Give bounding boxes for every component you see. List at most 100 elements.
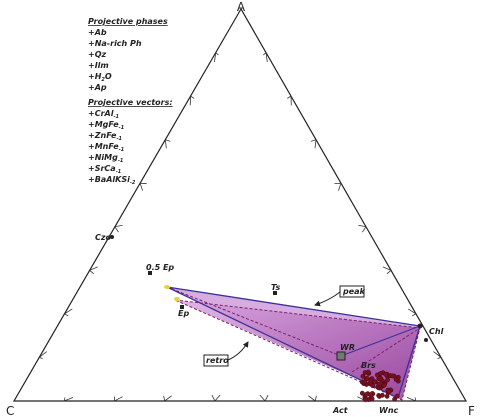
tie-line xyxy=(340,325,421,357)
side-tick xyxy=(287,95,292,106)
point-label: Brs xyxy=(361,361,376,370)
note-sub: -1 xyxy=(116,136,122,142)
analysis-point xyxy=(374,372,380,378)
note-text: +MnFe xyxy=(88,142,119,151)
side-tick xyxy=(114,224,123,233)
point-label: 0.5 Ep xyxy=(146,263,174,272)
side-tick xyxy=(211,394,221,402)
analysis-point xyxy=(359,390,365,396)
callout-arrow xyxy=(227,341,249,361)
note-item: +Ab xyxy=(88,28,107,37)
side-tick xyxy=(189,95,195,106)
analysis-point xyxy=(364,375,370,381)
side-tick xyxy=(63,397,74,402)
side-tick xyxy=(259,394,269,402)
note-sub: -2 xyxy=(130,180,136,186)
side-tick xyxy=(406,397,417,402)
analysis-point xyxy=(386,389,392,394)
point-label: Ts xyxy=(271,283,281,292)
point-label: Czo xyxy=(95,233,112,242)
note-item: +Ap xyxy=(88,83,107,92)
note-item: +MnFe-1 xyxy=(88,142,124,153)
note-text: +MgFe xyxy=(88,120,119,129)
point-label: Act xyxy=(332,406,349,415)
point-label: WR xyxy=(340,343,355,352)
note-text: +Ap xyxy=(88,83,107,92)
analysis-point xyxy=(385,377,390,383)
note-text: +Ilm xyxy=(88,61,109,70)
analyses xyxy=(359,369,401,403)
note-text: +ZnFe xyxy=(88,131,117,140)
note-item: +Qz xyxy=(88,50,107,59)
callout-arrow xyxy=(314,291,341,307)
side-tick xyxy=(334,182,342,191)
point-marker xyxy=(180,305,184,309)
analysis-point xyxy=(380,392,385,398)
note-text: O xyxy=(105,72,112,81)
analysis-point xyxy=(364,391,370,397)
note-sub: -1 xyxy=(119,147,125,153)
note-item: +NiMg-1 xyxy=(88,153,123,164)
side-tick xyxy=(433,351,442,359)
point-marker xyxy=(110,235,114,239)
note-sub: -1 xyxy=(118,158,124,164)
callout-box xyxy=(339,285,365,298)
analysis-point xyxy=(383,372,389,377)
note-sub: 2 xyxy=(101,77,105,83)
tie-line xyxy=(166,286,342,357)
analysis-point xyxy=(362,379,367,385)
analysis-point xyxy=(360,373,366,379)
note-text: +SrCa xyxy=(88,164,116,173)
side-tick xyxy=(308,395,317,402)
side-tick xyxy=(263,51,268,63)
note-item: +Na-rich Ph xyxy=(88,39,142,48)
note-text: +Qz xyxy=(88,50,107,59)
analysis-point xyxy=(394,393,400,399)
note-text: +BaAlKSi xyxy=(88,175,130,184)
point-marker xyxy=(164,285,170,289)
note-title: Projective phases xyxy=(88,17,168,26)
point-marker xyxy=(336,351,346,361)
point-marker xyxy=(273,291,277,295)
tie-line xyxy=(351,327,421,373)
side-tick xyxy=(407,308,417,317)
apex-label: F xyxy=(468,404,475,417)
callout-label: retro xyxy=(206,356,229,365)
note-item: +BaAlKSi-2 xyxy=(88,175,136,186)
callout-box xyxy=(203,354,229,367)
side-ticks xyxy=(38,51,442,402)
note-sub: -1 xyxy=(116,169,122,175)
labels: A C F Czo 0.5 Ep Ep Ts Chl WR Brs Act Wn… xyxy=(6,0,475,417)
peak-outline xyxy=(166,286,421,399)
note-item: +MgFe-1 xyxy=(88,120,124,131)
point-label: Chl xyxy=(429,327,444,336)
note-title: Projective vectors: xyxy=(88,98,173,107)
analysis-point xyxy=(362,397,368,403)
side-tick xyxy=(382,266,392,275)
analysis-point xyxy=(384,393,390,399)
point-marker xyxy=(174,297,180,301)
point-marker xyxy=(424,338,428,342)
side-tick xyxy=(358,224,367,233)
side-tick xyxy=(88,266,98,275)
side-tick xyxy=(310,139,317,149)
side-tick xyxy=(139,182,147,191)
note-item: +CrAl-1 xyxy=(88,109,119,120)
note-item: +Ilm xyxy=(88,61,109,70)
note-text: +H xyxy=(88,72,102,81)
point-label: Ep xyxy=(178,309,189,318)
point-marker xyxy=(417,323,423,329)
analysis-point xyxy=(377,381,383,387)
triangle xyxy=(12,7,468,402)
projection-notes: Projective phases +Ab +Na-rich Ph +Qz +Ilm +H… xyxy=(88,17,173,186)
analysis-point xyxy=(368,392,374,398)
note-item: +ZnFe-1 xyxy=(88,131,122,142)
side-tick xyxy=(114,396,123,402)
note-text: +Ab xyxy=(88,28,107,37)
note-text: +NiMg xyxy=(88,153,118,162)
analysis-point xyxy=(365,369,371,375)
note-text: +Na-rich Ph xyxy=(88,39,142,48)
apex-label: A xyxy=(237,0,246,14)
note-item: +H2O xyxy=(88,72,112,83)
